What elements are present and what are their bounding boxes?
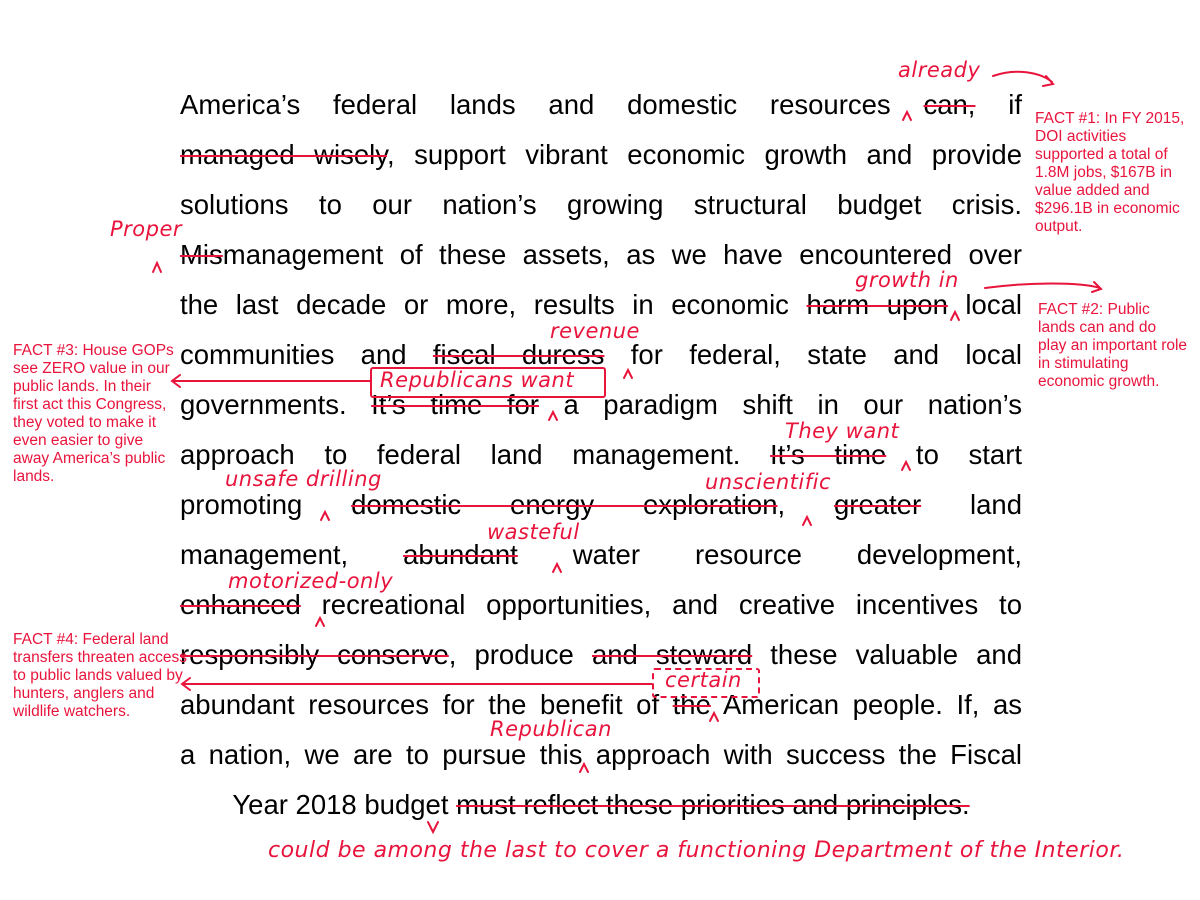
text-segment: governments.	[180, 389, 372, 420]
text-segment: promoting	[180, 489, 352, 520]
insertion-revenue: revenue	[550, 319, 640, 343]
struck-text: harm upon	[806, 289, 948, 320]
insertion-proper: Proper	[110, 217, 183, 241]
struck-text: abundant	[403, 539, 518, 570]
text-line: Mismanagement of these assets, as we hav…	[180, 239, 1022, 271]
insertion-box	[652, 668, 760, 698]
struck-text: enhanced	[180, 589, 301, 620]
struck-text: responsibly conserve	[180, 639, 449, 670]
caret-mark	[623, 367, 633, 379]
insertion-certain: certain	[665, 668, 742, 692]
struck-text: and steward	[591, 639, 753, 670]
insertion-closing: could be among the last to cover a funct…	[268, 838, 1125, 863]
text-line: managed wisely, support vibrant economic…	[180, 139, 1022, 171]
insertion-they-want: They want	[785, 419, 900, 443]
text-segment: management of these assets, as we have e…	[222, 239, 1022, 270]
text-segment: a nation, we are to pursue this approach…	[180, 739, 1022, 770]
text-line: a nation, we are to pursue this approach…	[180, 739, 1022, 771]
text-segment: , support vibrant economic growth and pr…	[386, 139, 1022, 170]
text-line: approach to federal land management. It’…	[180, 439, 1022, 471]
struck-text: It’s time for	[371, 389, 539, 420]
text-segment: a paradigm shift in our nation’s	[538, 389, 1022, 420]
text-segment: solutions to our nation’s growing struct…	[180, 189, 1022, 220]
text-segment: if	[975, 89, 1022, 120]
text-line: enhanced recreational opportunities, and…	[180, 589, 1022, 621]
text-segment: America’s federal lands and domestic res…	[180, 89, 924, 120]
text-segment: to start	[886, 439, 1022, 470]
text-line: abundant resources for the benefit of th…	[180, 689, 1022, 721]
arrow-to-fact-3	[170, 374, 371, 388]
text-segment: recreational opportunities, and creative…	[300, 589, 1022, 620]
insertion-wasteful: wasteful	[487, 520, 580, 544]
text-segment: land	[921, 489, 1022, 520]
insertion-motorized-only: motorized-only	[228, 569, 394, 593]
struck-text: the	[672, 689, 711, 720]
insertion-growth-in: growth in	[855, 268, 959, 292]
insertion-unscientific: unscientific	[705, 470, 832, 494]
insertion-republican: Republican	[490, 717, 612, 741]
fact-2: FACT #2: Public lands can and do play an…	[1038, 301, 1188, 390]
text-segment: communities and	[180, 339, 433, 370]
struck-text: managed wisely	[180, 139, 387, 170]
text-segment: these valuable and	[752, 639, 1022, 670]
struck-text: Mis	[180, 239, 223, 270]
text-line: governments. It’s time for a paradigm sh…	[180, 389, 1022, 421]
text-segment: local	[947, 289, 1022, 320]
fact-4: FACT #4: Federal land transfers threaten…	[13, 631, 188, 720]
insertion-box	[370, 367, 606, 398]
text-segment: the last decade or more, results in econ…	[180, 289, 807, 320]
text-line: management, abundant water resource deve…	[180, 539, 1022, 571]
caret-mark	[152, 260, 162, 273]
arrow-to-fact-1	[992, 70, 1055, 87]
text-line: Year 2018 budget must reflect these prio…	[180, 789, 1022, 821]
text-segment: , produce	[448, 639, 592, 670]
insertion-already: already	[898, 58, 981, 82]
fact-3: FACT #3: House GOPs see ZERO value in ou…	[13, 342, 174, 485]
text-segment: Year 2018 budget	[232, 789, 457, 820]
text-segment: approach to federal land management.	[180, 439, 771, 470]
text-line: the last decade or more, results in econ…	[180, 289, 1022, 321]
struck-text: greater	[834, 489, 922, 520]
text-segment: management,	[180, 539, 404, 570]
text-line: responsibly conserve, produce and stewar…	[180, 639, 1022, 671]
struck-text: must reflect these priorities and princi…	[456, 789, 970, 820]
text-segment: for federal, state and local	[604, 339, 1022, 370]
text-segment: abundant resources for the benefit of	[180, 689, 673, 720]
text-segment: American people. If, as	[710, 689, 1022, 720]
struck-text: domestic energy exploration	[351, 489, 778, 520]
text-segment: ,	[777, 489, 834, 520]
caret-mark	[427, 821, 439, 835]
insertion-unsafe-drilling: unsafe drilling	[225, 467, 382, 491]
text-line: America’s federal lands and domestic res…	[180, 89, 1022, 121]
struck-text: fiscal duress	[432, 339, 605, 370]
insertion-republicans-want: Republicans want	[380, 368, 575, 392]
text-segment: water resource development,	[517, 539, 1022, 570]
text-line: promoting domestic energy exploration, g…	[180, 489, 1022, 521]
text-line: communities and fiscal duress for federa…	[180, 339, 1022, 371]
struck-text: can,	[923, 89, 976, 120]
struck-text: It’s time	[770, 439, 887, 470]
fact-1: FACT #1: In FY 2015, DOI activities supp…	[1035, 110, 1185, 235]
text-line: solutions to our nation’s growing struct…	[180, 189, 1022, 221]
